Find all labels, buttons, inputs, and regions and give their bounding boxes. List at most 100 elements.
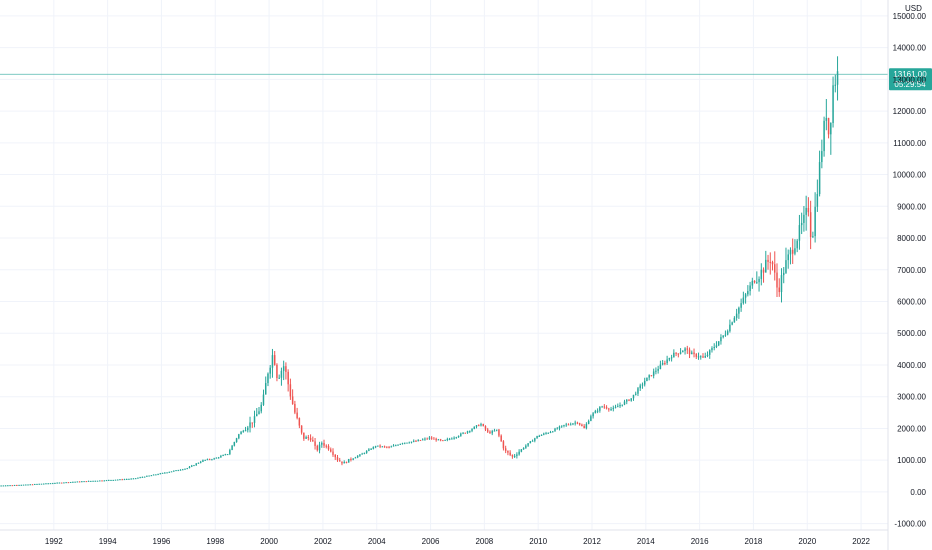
candle-body: [630, 398, 632, 401]
candle-body: [406, 442, 408, 444]
candle-body: [116, 479, 119, 481]
candle-body: [621, 404, 624, 406]
candle-body: [294, 404, 296, 413]
candle-body: [110, 479, 112, 481]
candle-body: [350, 458, 352, 460]
candle-body: [65, 482, 67, 484]
y-tick-label: 15000.00: [893, 12, 927, 21]
candle-body: [415, 440, 417, 442]
x-tick-label: 2018: [745, 537, 763, 546]
candle-body: [637, 388, 639, 394]
candle-body: [578, 423, 581, 425]
candle-body: [11, 485, 14, 487]
candle-body: [590, 416, 592, 421]
candle-countdown: 05:29:54: [894, 80, 926, 89]
candle-body: [233, 441, 236, 446]
candle-body: [280, 370, 283, 378]
candle-body: [520, 449, 523, 452]
candle-body: [392, 445, 395, 447]
candle-body: [251, 422, 254, 424]
candle-body: [47, 483, 49, 485]
candle-body: [128, 478, 130, 480]
candle-body: [666, 359, 668, 364]
candle-body: [401, 443, 404, 445]
candles: [0, 56, 839, 487]
candle-body: [148, 475, 150, 477]
candle-body: [457, 435, 460, 438]
candle-body: [345, 462, 348, 464]
x-axis[interactable]: 1992 1994 1996 1998 2000 2002 2004 2006 2008 2010…: [0, 529, 888, 546]
candle-body: [421, 439, 424, 441]
candle-body: [81, 481, 83, 483]
candle-body: [782, 272, 785, 276]
candle-body: [749, 285, 751, 292]
candle-body: [132, 478, 135, 480]
candle-body: [594, 410, 597, 414]
candle-body: [460, 433, 462, 436]
candle-body: [130, 478, 132, 480]
candle-body: [726, 331, 729, 335]
candle-body: [69, 481, 72, 483]
candle-body: [206, 459, 209, 461]
candle-body: [495, 429, 498, 431]
candle-body: [96, 480, 99, 482]
candle-body: [448, 438, 451, 440]
currency-label[interactable]: USD: [905, 4, 922, 13]
candle-body: [818, 162, 821, 195]
candle-body: [338, 460, 341, 462]
candle-body: [186, 468, 188, 470]
candle-body: [706, 354, 709, 357]
candle-body: [56, 482, 58, 484]
candle-body: [273, 355, 276, 365]
x-tick-label: 1996: [153, 537, 171, 546]
candle-body: [722, 335, 724, 338]
candle-body: [534, 438, 536, 441]
candle-body: [327, 445, 330, 450]
candle-body: [715, 345, 718, 348]
candle-body: [289, 384, 292, 397]
candle-body: [300, 425, 303, 433]
x-tick-label: 2006: [422, 537, 440, 546]
candle-body: [491, 431, 493, 434]
candle-body: [161, 472, 164, 474]
candle-body: [668, 358, 671, 360]
candle-body: [504, 448, 507, 451]
candle-body: [585, 423, 588, 429]
candle-body: [554, 428, 556, 432]
candle-body: [486, 429, 489, 432]
candle-body: [383, 446, 386, 448]
candle-body: [769, 261, 772, 263]
candle-body: [596, 410, 599, 412]
candle-body: [540, 434, 543, 436]
candle-body: [190, 465, 193, 467]
x-tick-label: 2002: [314, 537, 332, 546]
candle-body: [704, 356, 706, 358]
candle-body: [269, 367, 271, 374]
candle-body: [812, 236, 814, 238]
candle-body: [787, 254, 789, 261]
x-tick-label: 2014: [637, 537, 655, 546]
candle-body: [166, 472, 168, 474]
candle-body: [700, 356, 702, 358]
candle-body: [435, 438, 437, 441]
candle-body: [390, 446, 393, 448]
candle-body: [567, 424, 570, 426]
candle-body: [40, 483, 43, 485]
candle-body: [287, 371, 289, 385]
y-axis[interactable]: -1000.00 0.00 1000.00 2000.00 3000.00 4000.00…: [887, 0, 927, 550]
candle-body: [610, 409, 612, 411]
candle-body: [758, 278, 760, 283]
candle-body: [249, 422, 251, 428]
candle-body: [83, 481, 85, 483]
candle-body: [29, 484, 32, 486]
candle-body: [821, 151, 823, 163]
candle-body: [388, 447, 390, 449]
candle-body: [482, 424, 484, 427]
candle-body: [583, 426, 585, 429]
candle-body: [641, 384, 644, 386]
candle-body: [453, 437, 455, 439]
candle-body: [267, 373, 269, 384]
candle-body: [121, 479, 123, 481]
